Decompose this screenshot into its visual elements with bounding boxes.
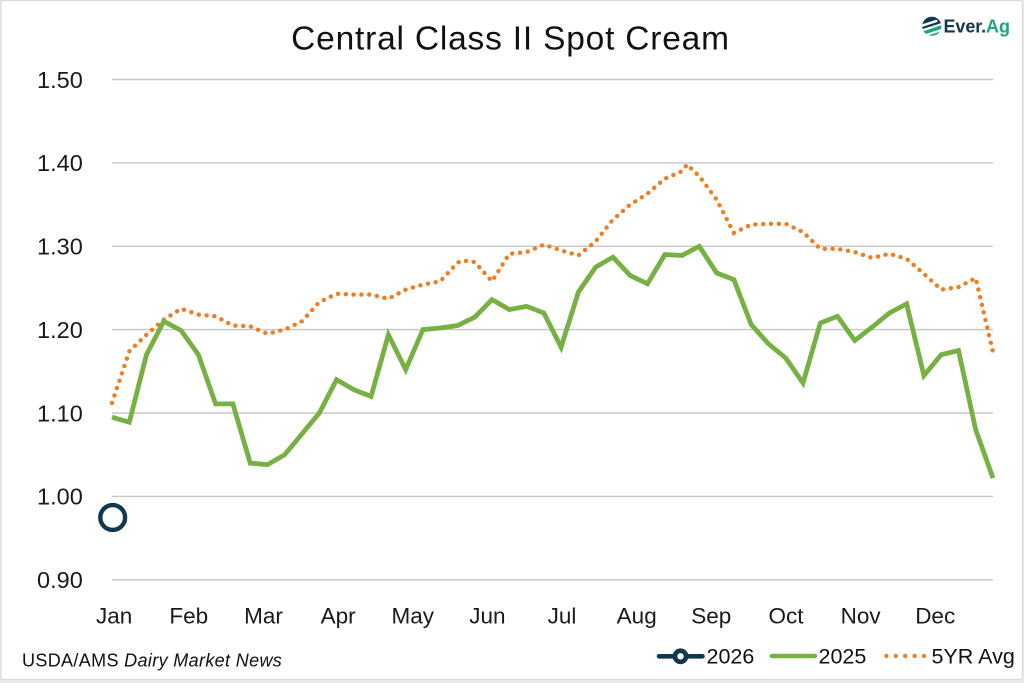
svg-text:Aug: Aug: [617, 604, 657, 629]
svg-text:Feb: Feb: [169, 604, 208, 629]
svg-text:Apr: Apr: [321, 604, 357, 629]
svg-text:5YR Avg: 5YR Avg: [932, 645, 1015, 669]
svg-text:Ever.Ag: Ever.Ag: [944, 17, 1010, 37]
svg-text:1.00: 1.00: [37, 484, 83, 510]
svg-text:Central Class II Spot Cream: Central Class II Spot Cream: [291, 21, 730, 58]
svg-text:Jan: Jan: [96, 604, 132, 629]
svg-text:Sep: Sep: [691, 604, 731, 629]
svg-text:Oct: Oct: [768, 604, 804, 629]
svg-text:1.10: 1.10: [37, 400, 83, 426]
svg-text:2026: 2026: [707, 645, 755, 669]
svg-text:1.50: 1.50: [37, 67, 83, 93]
svg-text:USDA/AMS Dairy Market News: USDA/AMS Dairy Market News: [22, 651, 282, 671]
svg-text:Nov: Nov: [841, 604, 882, 629]
svg-text:Jul: Jul: [548, 604, 577, 629]
svg-text:0.90: 0.90: [37, 567, 83, 593]
svg-text:1.20: 1.20: [37, 317, 83, 343]
svg-text:1.40: 1.40: [37, 150, 83, 176]
svg-text:2025: 2025: [819, 645, 867, 669]
svg-text:Mar: Mar: [244, 604, 283, 629]
svg-text:May: May: [392, 604, 435, 629]
svg-text:Dec: Dec: [915, 604, 955, 629]
svg-text:1.30: 1.30: [37, 234, 83, 260]
svg-text:Jun: Jun: [469, 604, 505, 629]
